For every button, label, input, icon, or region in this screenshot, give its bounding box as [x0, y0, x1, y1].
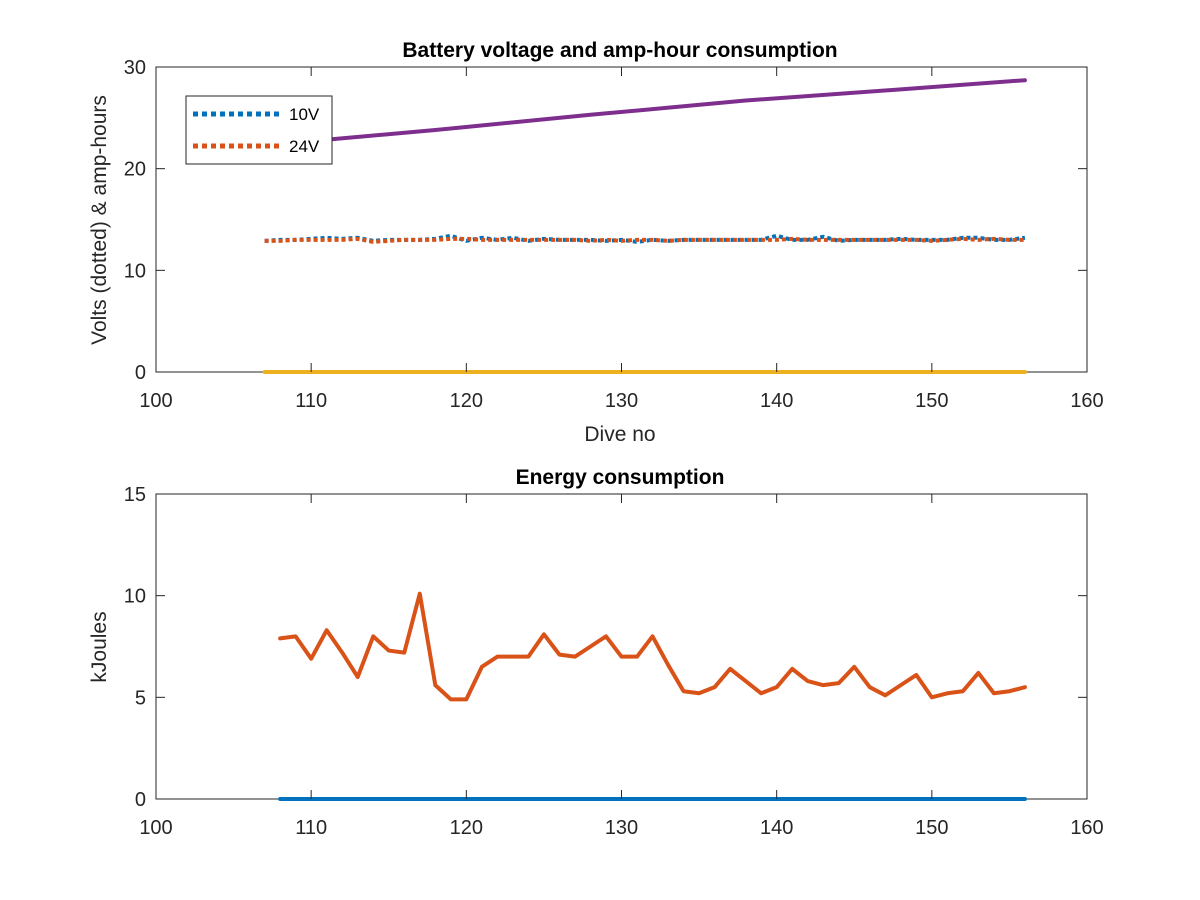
voltage-plot-y-tick-label: 0: [135, 362, 146, 384]
energy-plot: Energy consumption 100 110 120 130 140 150 160…: [88, 466, 1104, 839]
voltage-plot-x-tick-label: 120: [450, 390, 483, 412]
voltage-plot-x-tick-label: 110: [295, 390, 327, 412]
energy-plot-x-tick-label: 130: [605, 817, 638, 839]
voltage-plot-y-tick-label: 30: [124, 57, 146, 79]
legend-24v-label: 24V: [289, 137, 320, 156]
voltage-plot-x-tick-label: 100: [139, 390, 172, 412]
energy-plot-series: [278, 591, 1027, 801]
energy-plot-x-tick-label: 140: [760, 817, 793, 839]
energy-plot-y-tick-label: 10: [124, 586, 146, 608]
voltage-plot-series: [262, 78, 1027, 374]
voltage-plot-series-series-3-line: [262, 78, 1027, 148]
energy-plot-title: Energy consumption: [516, 466, 725, 489]
energy-plot-series-series-1-line: [278, 591, 1027, 702]
voltage-plot-legend: 10V 24V: [185, 95, 333, 165]
voltage-plot-x-tick-label: 130: [605, 390, 638, 412]
voltage-plot-x-tick-label: 150: [915, 390, 948, 412]
legend-10v-label: 10V: [289, 105, 320, 124]
voltage-plot-series-24v-line: [264, 236, 1025, 244]
energy-plot-ticks: 100 110 120 130 140 150 160 0 5 10 15: [124, 484, 1104, 839]
voltage-plot-ticks: 100 110 120 130 140 150 160 0 10 20 30: [124, 57, 1104, 412]
energy-plot-axes-box: [155, 493, 1088, 800]
voltage-plot-x-tick-label: 140: [760, 390, 793, 412]
energy-plot-x-tick-label: 100: [139, 817, 172, 839]
energy-plot-x-tick-label: 150: [915, 817, 948, 839]
energy-plot-x-tick-label: 160: [1070, 817, 1103, 839]
energy-plot-y-tick-label: 0: [135, 789, 146, 811]
energy-plot-y-label: kJoules: [88, 611, 111, 682]
voltage-plot-title: Battery voltage and amp-hour consumption: [402, 39, 837, 62]
voltage-plot-x-label: Dive no: [584, 423, 655, 446]
voltage-plot: Battery voltage and amp-hour consumption…: [88, 39, 1104, 446]
voltage-plot-y-tick-label: 20: [124, 159, 146, 181]
legend-box: [185, 95, 333, 165]
energy-plot-y-tick-label: 5: [135, 687, 146, 709]
voltage-plot-y-label: Volts (dotted) & amp-hours: [88, 95, 111, 345]
energy-plot-x-tick-label: 120: [450, 817, 483, 839]
voltage-plot-y-tick-label: 10: [124, 260, 146, 282]
voltage-plot-x-tick-label: 160: [1070, 390, 1103, 412]
energy-plot-x-tick-label: 110: [295, 817, 327, 839]
energy-plot-y-tick-label: 15: [124, 484, 146, 506]
